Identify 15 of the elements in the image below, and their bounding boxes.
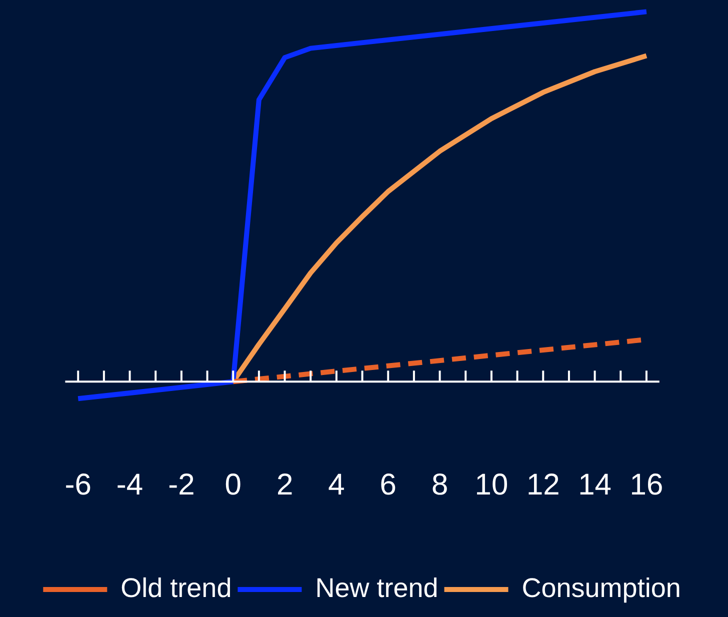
x-tick-label: 14 — [578, 468, 612, 502]
legend-label: Consumption — [522, 572, 681, 603]
x-tick-label: 16 — [630, 468, 664, 502]
x-tick-label: 6 — [380, 468, 396, 502]
x-tick-label: 10 — [474, 468, 508, 502]
x-tick-label: 8 — [431, 468, 448, 502]
x-tick-label: -4 — [116, 468, 144, 502]
x-tick-label: -2 — [168, 468, 195, 502]
legend-label: Old trend — [120, 572, 232, 603]
x-tick-label: -6 — [64, 468, 92, 502]
x-tick-label: 0 — [224, 468, 242, 502]
x-tick-label: 4 — [328, 468, 345, 502]
x-tick-label: 12 — [526, 468, 560, 502]
x-tick-label: 2 — [276, 468, 294, 502]
legend-label: New trend — [315, 572, 438, 603]
